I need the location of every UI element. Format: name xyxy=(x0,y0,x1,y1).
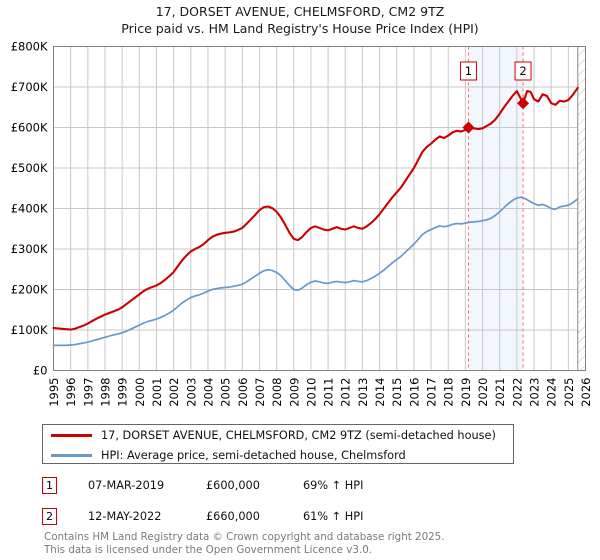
legend-item-hpi: HPI: Average price, semi-detached house,… xyxy=(51,445,406,465)
x-axis-tick-label: 2005 xyxy=(219,378,233,407)
x-axis-tick-label: 2001 xyxy=(150,378,164,407)
sale-price-1: £600,000 xyxy=(206,478,260,492)
x-axis-tick-label: 2009 xyxy=(287,378,301,407)
page-title: 17, DORSET AVENUE, CHELMSFORD, CM2 9TZ xyxy=(155,4,445,19)
x-axis-tick-label: 2011 xyxy=(322,378,336,407)
chart-legend: 17, DORSET AVENUE, CHELMSFORD, CM2 9TZ (… xyxy=(42,424,514,464)
x-axis-tick-label: 2007 xyxy=(253,378,267,407)
sale-point-marker xyxy=(462,121,475,134)
x-axis-tick-label: 2006 xyxy=(236,378,250,407)
page-subtitle: Price paid vs. HM Land Registry's House … xyxy=(121,21,479,36)
chart-marker-badge xyxy=(459,61,477,81)
y-axis-tick-label: £200K xyxy=(11,283,48,297)
y-axis-tick-label: £400K xyxy=(11,202,48,216)
chart-marker-badge-label: 1 xyxy=(465,64,472,78)
y-axis-tick-label: £800K xyxy=(11,40,48,54)
x-axis-tick-label: 2019 xyxy=(459,378,473,407)
x-axis-tick-label: 2002 xyxy=(167,378,181,407)
x-axis-tick-label: 1997 xyxy=(81,378,95,407)
x-axis-tick-label: 2010 xyxy=(304,378,318,407)
x-axis-tick-label: 2004 xyxy=(201,378,215,407)
x-axis-tick-label: 2013 xyxy=(356,378,370,407)
series-line-hpi xyxy=(52,196,579,347)
x-axis-tick-label: 2024 xyxy=(545,378,559,407)
plot-frame xyxy=(53,46,586,371)
sale-date-1: 07-MAR-2019 xyxy=(88,478,165,492)
x-axis-tick-label: 2003 xyxy=(184,378,198,407)
sale-marker-badge-1[interactable]: 1 xyxy=(42,476,57,494)
copyright-footer: Contains HM Land Registry data © Crown c… xyxy=(44,531,584,556)
x-axis-tick-label: 2025 xyxy=(562,378,576,407)
series-line-price-paid xyxy=(52,86,579,331)
x-axis-tick-label: 1998 xyxy=(98,378,112,407)
y-axis-tick-label: £300K xyxy=(11,242,48,256)
price-chart: 1995 1996 1997 1998 1999 2000 2001 2002 2003 2004… xyxy=(11,40,593,407)
legend-color-swatch-price-paid xyxy=(51,433,92,437)
y-axis-tick-label: £100K xyxy=(11,323,48,337)
legend-color-swatch-hpi xyxy=(51,453,92,457)
chart-marker-badge-label: 2 xyxy=(519,64,526,78)
footer-line-1: Contains HM Land Registry data © Crown c… xyxy=(44,531,445,543)
sale-point-marker xyxy=(517,97,530,110)
x-axis-tick-label: 2016 xyxy=(407,378,421,407)
x-axis-tick-label: 1999 xyxy=(116,378,130,407)
no-data-hatch-region xyxy=(577,46,586,371)
y-axis-tick-label: £500K xyxy=(11,161,48,175)
x-axis-tick-label: 2000 xyxy=(133,378,147,407)
x-axis-tick-label: 2021 xyxy=(493,378,507,407)
x-axis-tick-label: 1995 xyxy=(47,378,61,407)
x-axis-tick-label: 2012 xyxy=(339,378,353,407)
x-axis-tick-label: 2020 xyxy=(476,378,490,407)
y-axis-tick-label: £700K xyxy=(11,80,48,94)
x-axis-tick-label: 1996 xyxy=(64,378,78,407)
x-axis-tick-label: 2026 xyxy=(579,378,593,407)
y-axis-tick-label: £600K xyxy=(11,121,48,135)
sale-hpi-delta-1: 69% ↑ HPI xyxy=(303,478,364,492)
sale-hpi-delta-2: 61% ↑ HPI xyxy=(303,509,364,523)
sale-marker-badge-2[interactable]: 2 xyxy=(42,507,57,525)
x-axis-tick-label: 2014 xyxy=(373,378,387,407)
sale-date-2: 12-MAY-2022 xyxy=(88,509,162,523)
x-axis-tick-label: 2022 xyxy=(510,378,524,407)
legend-label-price-paid: 17, DORSET AVENUE, CHELMSFORD, CM2 9TZ (… xyxy=(101,428,496,442)
sale-row: 2 12-MAY-2022 £660,000 61% ↑ HPI xyxy=(42,505,562,527)
legend-label-hpi: HPI: Average price, semi-detached house,… xyxy=(101,448,406,462)
y-axis-tick-label: £0 xyxy=(33,364,48,378)
x-axis-tick-label: 2023 xyxy=(528,378,542,407)
legend-item-price-paid: 17, DORSET AVENUE, CHELMSFORD, CM2 9TZ (… xyxy=(51,425,496,445)
x-axis-tick-label: 2018 xyxy=(442,378,456,407)
x-axis-tick-label: 2015 xyxy=(390,378,404,407)
chart-svg: 1995 1996 1997 1998 1999 2000 2001 2002 2003 2004… xyxy=(11,40,593,407)
x-axis-tick-label: 2008 xyxy=(270,378,284,407)
x-axis-tick-label: 2017 xyxy=(425,378,439,407)
sale-price-2: £660,000 xyxy=(206,509,260,523)
sale-row: 1 07-MAR-2019 £600,000 69% ↑ HPI xyxy=(42,474,562,496)
chart-title-block: 17, DORSET AVENUE, CHELMSFORD, CM2 9TZ P… xyxy=(0,3,600,37)
footer-line-2: This data is licensed under the Open Gov… xyxy=(44,543,373,556)
chart-marker-badge xyxy=(514,61,532,81)
